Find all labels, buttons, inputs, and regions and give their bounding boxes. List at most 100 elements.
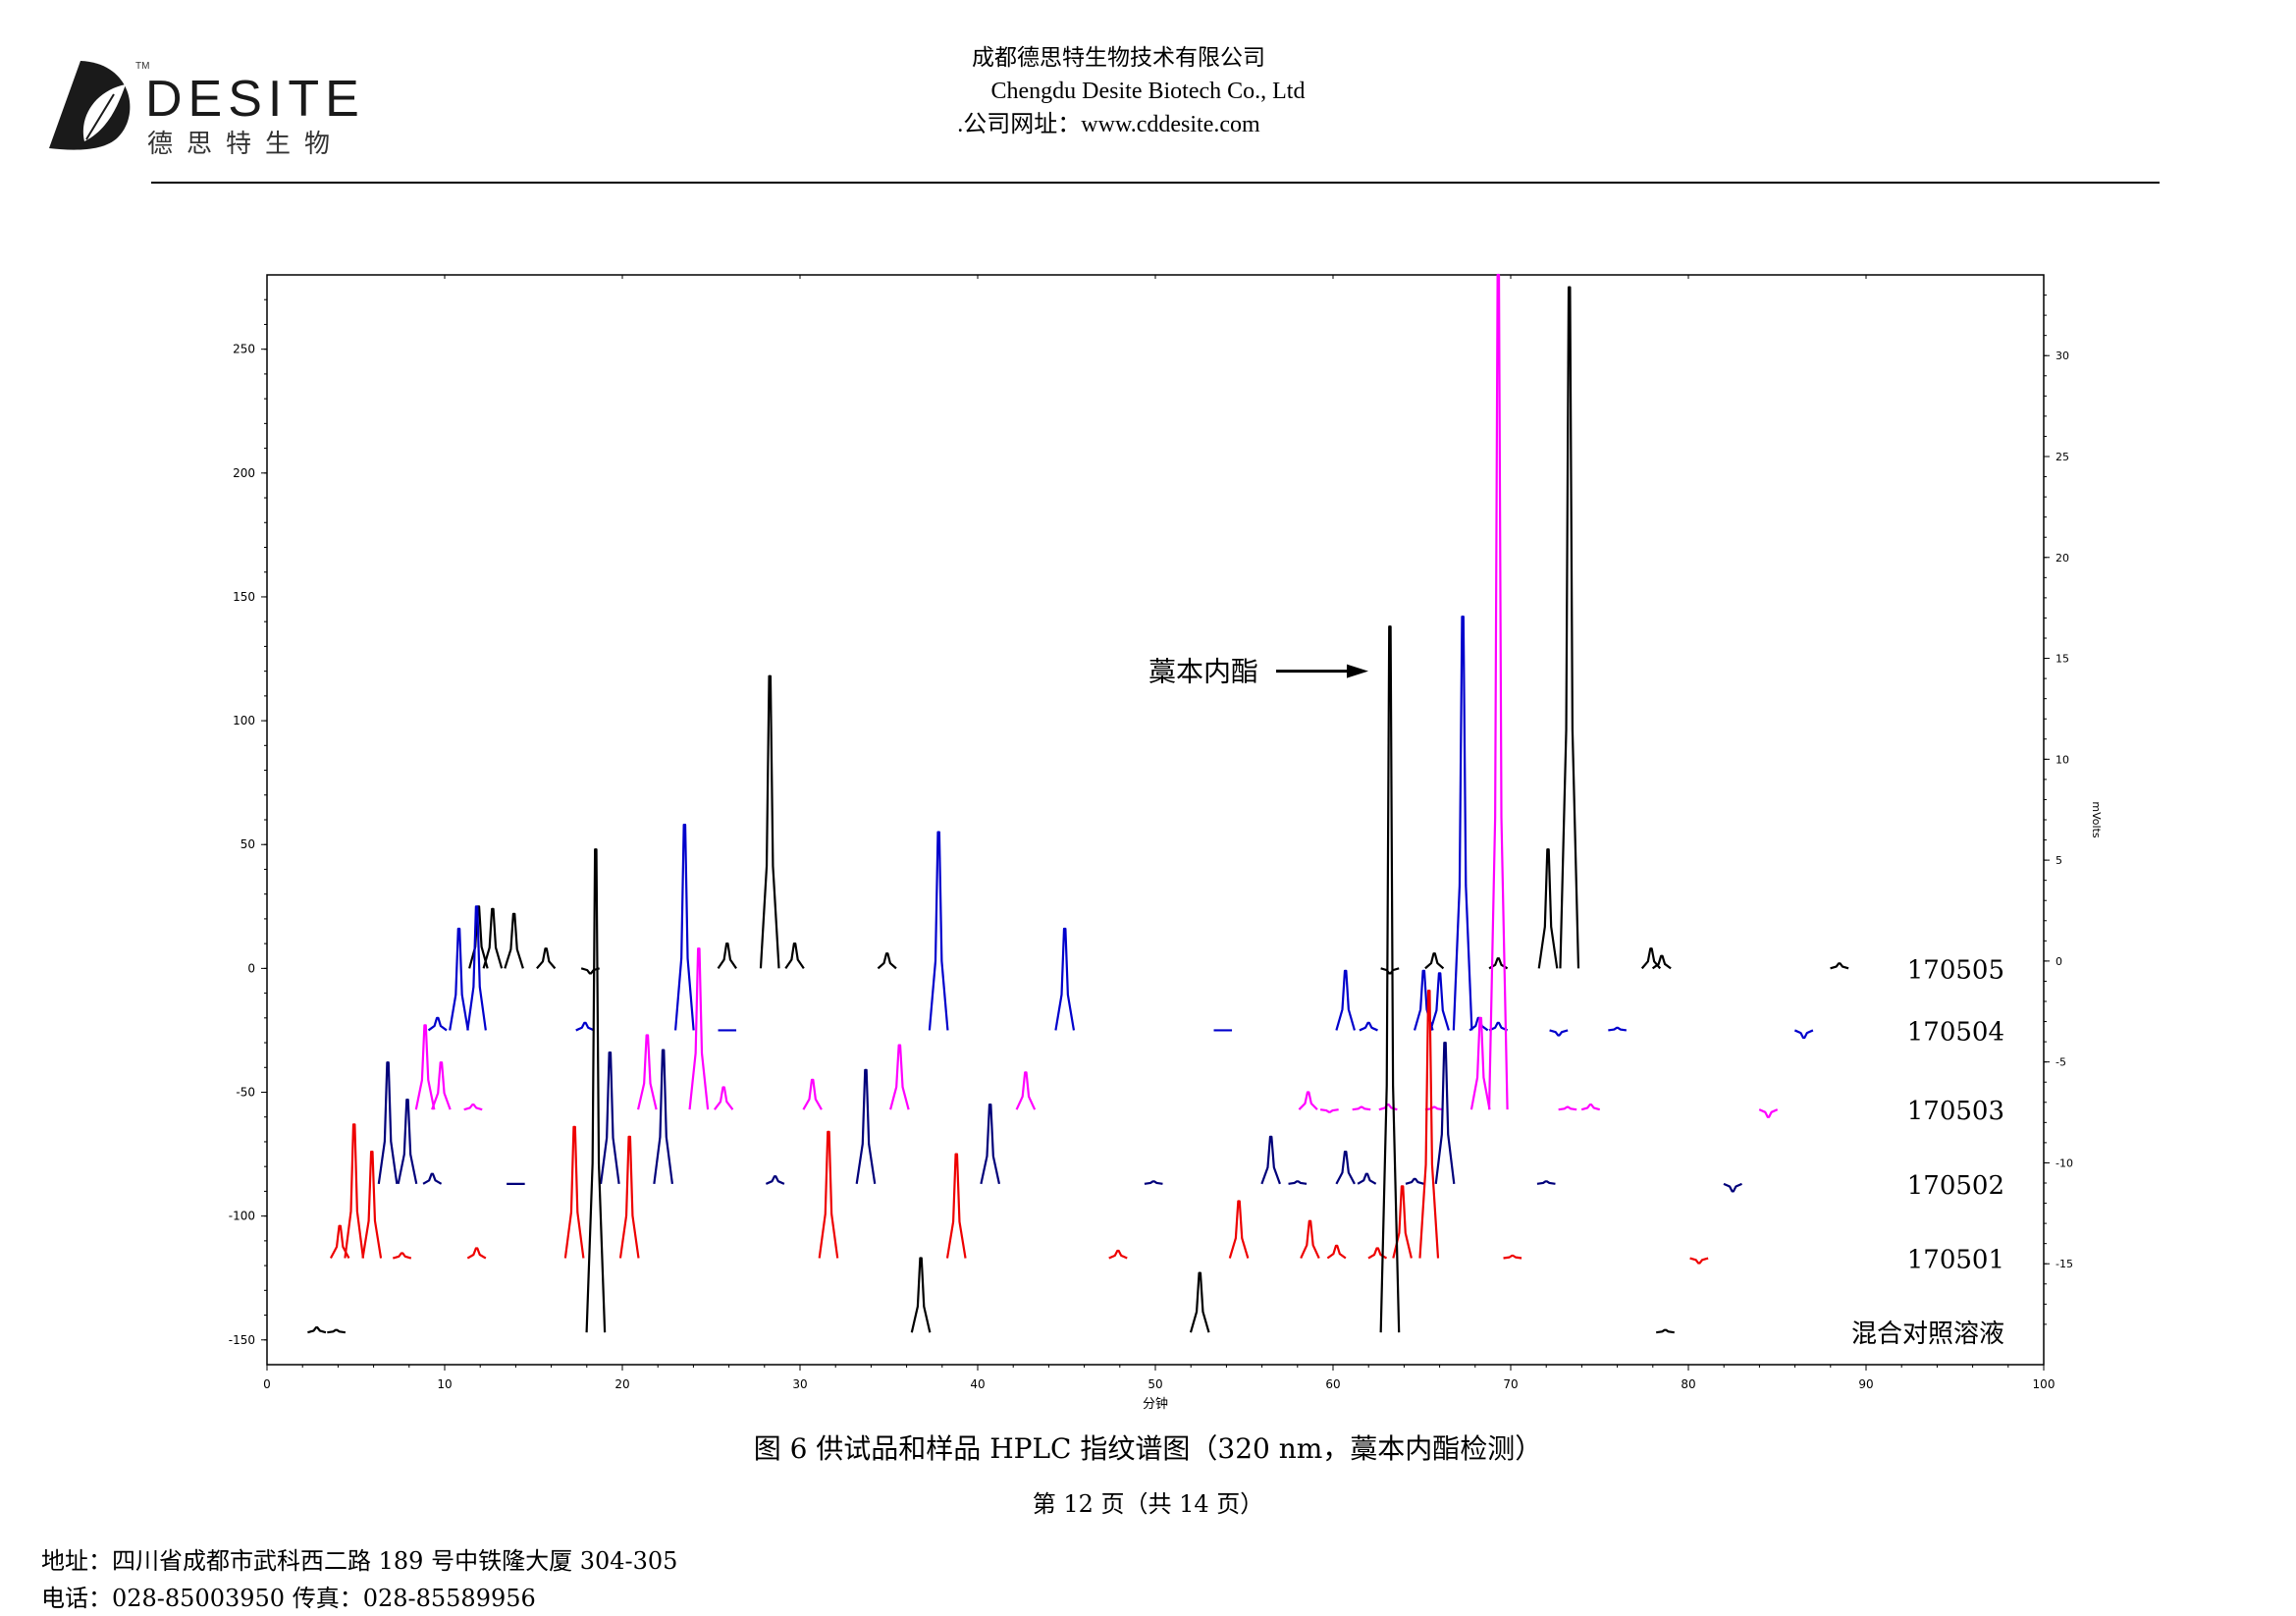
peak-170505 <box>1651 954 1672 970</box>
peak-170503 <box>1758 1108 1779 1118</box>
peak-170505 <box>1830 962 1849 970</box>
peak-170501 <box>1108 1249 1128 1260</box>
peak-混合对照溶液 <box>585 848 607 1333</box>
logo-text: DESITE <box>145 71 359 128</box>
peak-170503 <box>1469 1016 1491 1110</box>
y-tick-label-left: -100 <box>229 1210 255 1223</box>
peak-混合对照溶液 <box>1379 625 1401 1333</box>
peak-170501 <box>1503 1254 1522 1260</box>
peak-170502 <box>1536 1180 1556 1185</box>
peak-170501 <box>1418 989 1440 1259</box>
peak-170504 <box>673 823 695 1031</box>
series-label: 170505 <box>1907 955 2004 985</box>
peak-170503 <box>1298 1091 1318 1110</box>
peak-170504 <box>1468 1016 1489 1032</box>
y-tick-label-right: 0 <box>2056 955 2062 968</box>
peak-170505 <box>784 943 805 969</box>
y-tick-label-left: 200 <box>233 466 255 480</box>
x-tick-label: 20 <box>614 1377 629 1391</box>
logo-tm: TM <box>135 61 150 72</box>
peak-170501 <box>563 1125 585 1259</box>
peak-170502 <box>765 1175 785 1185</box>
y-axis-label-right: mVolts <box>2090 801 2103 837</box>
peak-170502 <box>1260 1135 1281 1185</box>
y-tick-label-left: 50 <box>240 837 255 851</box>
peak-170503 <box>463 1104 483 1111</box>
peak-170505 <box>877 952 897 970</box>
annotation-label: 藁本内酯 <box>1148 656 1258 688</box>
peak-170503 <box>1424 1105 1444 1111</box>
footer-contact: 电话：028-85003950 传真：028-85589956 <box>41 1585 536 1612</box>
peak-170504 <box>466 905 487 1031</box>
x-tick-label: 60 <box>1325 1377 1340 1391</box>
x-tick-label: 0 <box>263 1377 271 1391</box>
page-number: 第 12 页（共 14 页） <box>1032 1490 1264 1518</box>
peak-170504 <box>1359 1021 1378 1032</box>
peak-170501 <box>945 1153 967 1259</box>
peak-170504 <box>1452 616 1473 1031</box>
y-tick-label-left: 0 <box>247 961 255 975</box>
company-name-en: Chengdu Desite Biotech Co., Ltd <box>990 79 1306 104</box>
peak-170502 <box>1144 1180 1163 1185</box>
x-axis-label: 分钟 <box>1143 1396 1168 1412</box>
peak-170505 <box>504 912 524 969</box>
peak-170503 <box>1580 1104 1601 1111</box>
x-tick-label: 80 <box>1681 1377 1695 1391</box>
x-tick-label: 90 <box>1858 1377 1873 1391</box>
peak-170501 <box>818 1130 839 1259</box>
x-tick-label: 30 <box>792 1377 807 1391</box>
peak-170502 <box>422 1172 443 1185</box>
series-label: 170503 <box>1907 1097 2004 1126</box>
peak-混合对照溶液 <box>1189 1271 1210 1333</box>
peak-170503 <box>637 1034 658 1110</box>
y-tick-label-left: -150 <box>229 1333 255 1347</box>
peak-170502 <box>1434 1041 1456 1184</box>
peak-170505 <box>717 943 737 969</box>
peak-170504 <box>427 1016 448 1032</box>
y-tick-label-left: 150 <box>233 590 255 604</box>
y-tick-label-right: -5 <box>2056 1056 2066 1069</box>
peak-170502 <box>653 1049 673 1184</box>
peak-170503 <box>414 1024 436 1110</box>
y-tick-label-left: 100 <box>233 714 255 727</box>
header-divider <box>151 182 2160 184</box>
peak-170505 <box>1424 952 1445 970</box>
plot-frame <box>266 274 2045 1366</box>
series-label: 170502 <box>1907 1171 2004 1201</box>
x-tick-label: 100 <box>2033 1377 2056 1391</box>
logo-cn: 德思特生物 <box>147 130 345 159</box>
page-header: 成都德思特生物技术有限公司 Chengdu Desite Biotech Co.… <box>0 41 2296 141</box>
peak-170504 <box>1054 927 1076 1031</box>
peak-170505 <box>1537 848 1559 969</box>
peak-170505 <box>1559 286 1580 969</box>
company-logo: DESITE TM 德思特生物 <box>45 55 359 163</box>
peak-170505 <box>759 674 780 969</box>
peak-170503 <box>1352 1105 1371 1111</box>
peak-170503 <box>1558 1105 1577 1111</box>
peak-170503 <box>1487 273 1509 1110</box>
peak-170502 <box>1723 1182 1742 1193</box>
peak-170502 <box>599 1051 620 1184</box>
company-name-cn: 成都德思特生物技术有限公司 <box>972 45 1265 71</box>
series-label: 170501 <box>1907 1246 2004 1275</box>
y-tick-label-right: 30 <box>2056 350 2069 362</box>
peak-170501 <box>618 1135 640 1259</box>
x-tick-label: 10 <box>437 1377 452 1391</box>
peak-170502 <box>980 1104 1001 1185</box>
x-tick-label: 70 <box>1503 1377 1518 1391</box>
peak-170503 <box>431 1061 452 1110</box>
footer-address: 地址：四川省成都市武科西二路 189 号中铁隆大厦 304-305 <box>41 1547 678 1575</box>
y-tick-label-right: -15 <box>2056 1258 2073 1270</box>
y-tick-label-right: 5 <box>2056 854 2062 867</box>
y-tick-label-left: 250 <box>233 343 255 356</box>
peak-170501 <box>1392 1185 1413 1259</box>
peak-170501 <box>466 1247 487 1260</box>
peak-170503 <box>1015 1071 1037 1110</box>
peak-170505 <box>1488 957 1509 970</box>
peak-170502 <box>1357 1172 1377 1185</box>
peak-170501 <box>1300 1219 1320 1259</box>
peak-170502 <box>1288 1180 1308 1185</box>
peak-170504 <box>1429 972 1450 1031</box>
y-tick-label-right: 25 <box>2056 451 2069 463</box>
peak-170501 <box>1228 1200 1250 1259</box>
